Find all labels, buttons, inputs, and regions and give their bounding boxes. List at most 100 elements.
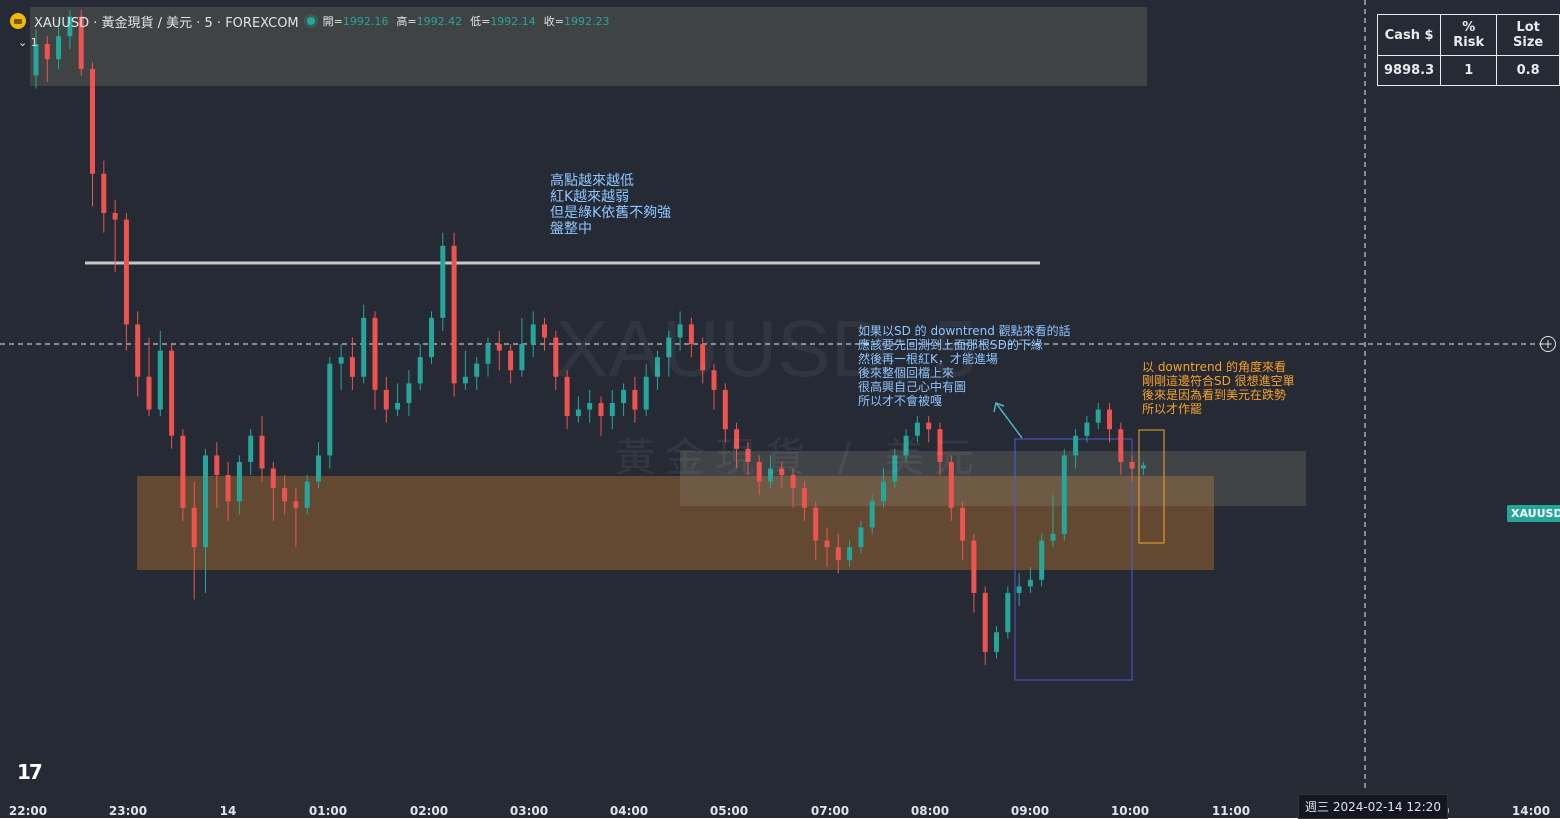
candle-up[interactable]	[406, 383, 412, 403]
candle-up[interactable]	[316, 455, 321, 482]
candle-up[interactable]	[440, 245, 446, 318]
candle-up[interactable]	[1005, 592, 1011, 633]
candle-up[interactable]	[1050, 534, 1056, 541]
candle-down[interactable]	[169, 350, 175, 436]
candle-up[interactable]	[1073, 435, 1079, 456]
candle-down[interactable]	[756, 461, 762, 482]
candle-down[interactable]	[779, 468, 785, 476]
candle-down[interactable]	[937, 429, 943, 462]
candle-up[interactable]	[67, 16, 73, 37]
candle-down[interactable]	[180, 435, 186, 508]
candle-down[interactable]	[44, 44, 50, 60]
candle-up[interactable]	[858, 527, 864, 548]
candle-up[interactable]	[395, 403, 401, 410]
candle-down[interactable]	[270, 468, 276, 489]
annotation-note-3[interactable]: 以 downtrend 的角度來看 剛剛這邊符合SD 很想進空單 後來是因為看到…	[1142, 360, 1295, 416]
candle-down[interactable]	[259, 435, 265, 469]
candle-down[interactable]	[926, 422, 932, 430]
candle-down[interactable]	[282, 488, 288, 502]
candle-down[interactable]	[135, 324, 141, 377]
candle-up[interactable]	[327, 363, 333, 456]
candle-down[interactable]	[564, 376, 570, 417]
candle-down[interactable]	[383, 389, 389, 410]
zone-top-gray[interactable]	[30, 7, 1147, 86]
candle-down[interactable]	[101, 173, 107, 214]
candle-up[interactable]	[56, 36, 62, 60]
candle-up[interactable]	[203, 455, 208, 548]
candle-up[interactable]	[1061, 455, 1067, 534]
candle-up[interactable]	[768, 468, 773, 482]
candle-down[interactable]	[451, 245, 457, 384]
candle-down[interactable]	[982, 592, 988, 652]
candle-up[interactable]	[666, 337, 672, 358]
candle-up[interactable]	[643, 376, 649, 410]
symbol-title[interactable]: XAUUSD · 黃金現貨 / 美元 · 5 · FOREXCOM	[34, 15, 299, 31]
candle-down[interactable]	[1107, 409, 1112, 430]
add-alert-plus-icon[interactable]: +	[1540, 336, 1556, 352]
candle-down[interactable]	[835, 547, 841, 561]
candle-up[interactable]	[994, 632, 999, 652]
candle-up[interactable]	[903, 435, 909, 456]
candle-down[interactable]	[90, 68, 95, 174]
zone-right-gray[interactable]	[680, 451, 1306, 506]
indicator-collapse-button[interactable]: ⌄ 1	[18, 36, 38, 49]
candle-down[interactable]	[542, 324, 547, 338]
candle-up[interactable]	[575, 409, 581, 417]
candle-down[interactable]	[598, 403, 604, 417]
candle-up[interactable]	[1016, 586, 1022, 593]
candle-down[interactable]	[112, 213, 118, 220]
candle-up[interactable]	[157, 350, 163, 410]
candle-down[interactable]	[801, 488, 807, 508]
candle-up[interactable]	[1095, 409, 1101, 423]
candle-down[interactable]	[745, 448, 751, 462]
candle-up[interactable]	[462, 376, 468, 384]
candle-up[interactable]	[236, 461, 242, 502]
candle-up[interactable]	[1027, 579, 1033, 587]
candle-down[interactable]	[700, 344, 706, 371]
candle-up[interactable]	[847, 547, 853, 561]
candle-down[interactable]	[1118, 429, 1124, 462]
zone-orange[interactable]	[137, 476, 1214, 570]
candle-down[interactable]	[214, 455, 220, 476]
candle-down[interactable]	[225, 475, 231, 502]
chart-legend[interactable]: XAUUSD · 黃金現貨 / 美元 · 5 · FOREXCOM 開=1992…	[10, 10, 610, 32]
candle-down[interactable]	[824, 540, 830, 548]
candle-up[interactable]	[869, 501, 875, 528]
candle-up[interactable]	[519, 344, 525, 371]
annotation-note-2[interactable]: 如果以SD 的 downtrend 觀點來看的話 應該要先回測到上面那根SD的下…	[858, 324, 1071, 408]
candle-up[interactable]	[485, 344, 491, 364]
candle-down[interactable]	[790, 475, 796, 489]
candle-up[interactable]	[361, 317, 367, 377]
candle-up[interactable]	[1039, 540, 1045, 580]
candle-up[interactable]	[587, 403, 593, 410]
candle-down[interactable]	[146, 376, 152, 410]
candle-down[interactable]	[349, 357, 355, 377]
tradingview-logo-icon[interactable]: 17	[17, 760, 43, 784]
candle-up[interactable]	[474, 363, 480, 377]
candle-down[interactable]	[722, 389, 728, 430]
candle-down[interactable]	[508, 350, 514, 371]
candle-down[interactable]	[191, 507, 197, 548]
candle-down[interactable]	[1129, 461, 1135, 469]
candle-up[interactable]	[621, 389, 627, 403]
candle-down[interactable]	[711, 370, 717, 390]
box-orange[interactable]	[1138, 429, 1165, 544]
candle-up[interactable]	[429, 317, 434, 358]
candle-down[interactable]	[123, 219, 129, 325]
candle-up[interactable]	[892, 455, 898, 482]
candle-down[interactable]	[813, 507, 819, 541]
candle-up[interactable]	[304, 481, 310, 508]
candle-up[interactable]	[1084, 422, 1090, 436]
candle-down[interactable]	[372, 317, 378, 390]
candle-up[interactable]	[248, 435, 254, 462]
candle-up[interactable]	[530, 324, 536, 345]
candle-up[interactable]	[609, 403, 615, 417]
candle-up[interactable]	[677, 324, 683, 338]
candle-up[interactable]	[881, 481, 886, 502]
candle-down[interactable]	[632, 389, 638, 410]
candle-up[interactable]	[338, 357, 344, 364]
candle-down[interactable]	[948, 461, 954, 508]
candle-down[interactable]	[553, 337, 559, 377]
